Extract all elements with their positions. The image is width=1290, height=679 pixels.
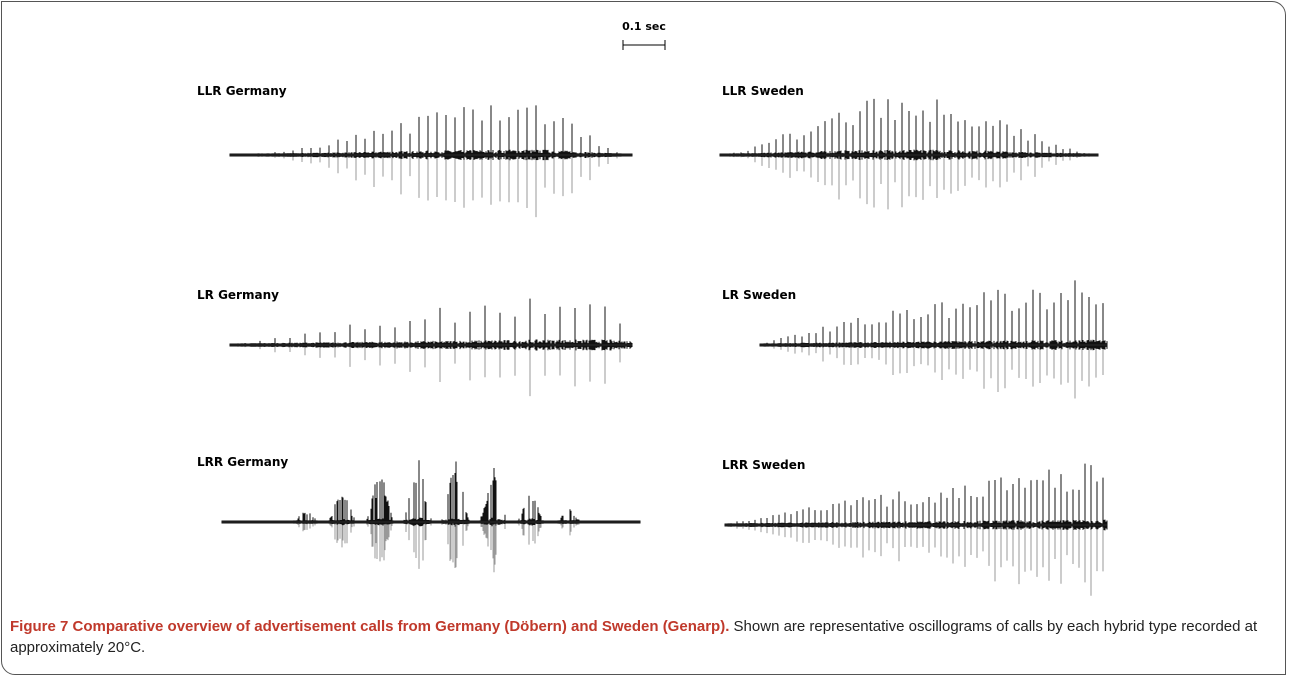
- caption: Figure 7 Comparative overview of adverti…: [10, 616, 1270, 658]
- oscillogram: [766, 345, 1104, 399]
- panel-label: LRR Germany: [197, 455, 288, 469]
- oscillogram: [730, 463, 1104, 525]
- oscillogram: [766, 280, 1104, 345]
- oscillogram: [244, 298, 621, 345]
- panel-label: LLR Germany: [197, 84, 287, 98]
- caption-title: Figure 7 Comparative overview of adverti…: [10, 618, 730, 635]
- panel-label: LR Sweden: [722, 288, 796, 302]
- panel-label: LR Germany: [197, 288, 279, 302]
- panel-label: LLR Sweden: [722, 84, 804, 98]
- oscillogram: [733, 98, 1085, 155]
- scale-label: 0.1 sec: [622, 20, 666, 33]
- oscillogram: [297, 460, 580, 522]
- oscillogram: [297, 522, 580, 573]
- oscillogram: [265, 155, 618, 218]
- oscillogram: [265, 105, 618, 155]
- oscillogram: [733, 155, 1085, 210]
- scale-bar: [622, 40, 666, 50]
- caption-text: Shown are representative oscillograms of…: [10, 618, 1258, 656]
- oscillogram: [244, 345, 621, 397]
- oscillogram: [730, 525, 1104, 596]
- panel-label: LRR Sweden: [722, 458, 805, 472]
- figure: 0.1 sec LLR Germany LLR Sweden LR German…: [197, 20, 1108, 596]
